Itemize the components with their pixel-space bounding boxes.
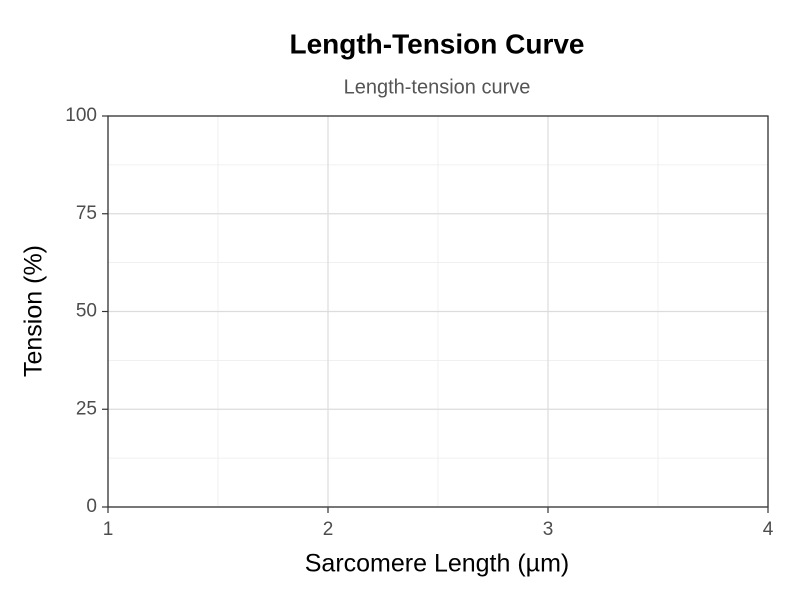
y-axis-label: Tension (%): [20, 245, 48, 377]
y-tick-label: 0: [86, 496, 97, 517]
x-tick-label: 2: [323, 519, 334, 540]
x-tick-label: 1: [103, 519, 114, 540]
y-tick-label: 50: [76, 301, 97, 322]
x-axis-label: Sarcomere Length (µm): [305, 550, 570, 578]
y-tick-label: 25: [76, 398, 97, 419]
chart-title: Length-Tension Curve: [289, 28, 584, 59]
plot-border: [107, 115, 769, 508]
x-tick-label: 3: [543, 519, 554, 540]
y-tick-label: 100: [65, 105, 97, 126]
y-tick-label: 75: [76, 203, 97, 224]
chart-subtitle: Length-tension curve: [344, 76, 531, 98]
x-tick-label: 4: [763, 519, 774, 540]
